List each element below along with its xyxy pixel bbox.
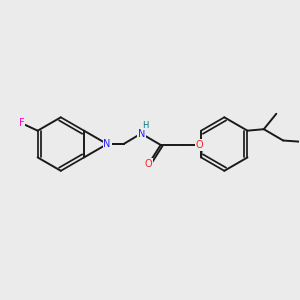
- Text: O: O: [144, 159, 152, 169]
- Text: N: N: [103, 139, 111, 149]
- Text: S: S: [104, 139, 110, 149]
- Text: O: O: [196, 140, 203, 150]
- Text: F: F: [19, 118, 24, 128]
- Text: H: H: [142, 121, 148, 130]
- Text: N: N: [138, 129, 145, 139]
